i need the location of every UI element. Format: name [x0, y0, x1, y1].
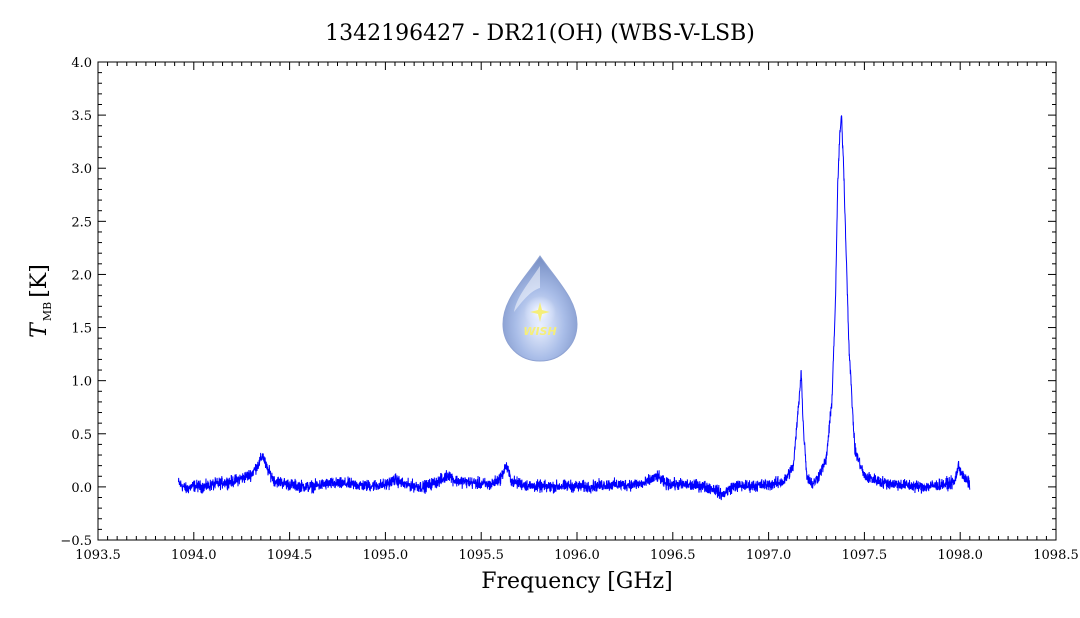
series-line: [177, 114, 971, 501]
y-tick-label: 2.0: [71, 268, 92, 283]
y-tick-label: 0.0: [71, 481, 92, 496]
y-axis-label: TMB [K]: [27, 264, 54, 338]
plot-frame: [97, 61, 1057, 541]
x-tick-label: 1097.5: [842, 548, 888, 563]
x-tick-label: 1094.0: [171, 548, 217, 563]
x-tick-label: 1096.5: [650, 548, 696, 563]
y-tick-label: 3.0: [71, 162, 92, 177]
x-tick-label: 1098.5: [1033, 548, 1079, 563]
y-tick-label: 1.0: [71, 375, 92, 390]
axis-ticks: [97, 61, 1057, 541]
y-tick-label: 1.5: [71, 322, 92, 337]
x-tick-label: 1093.5: [75, 548, 121, 563]
y-axis-label-main: T: [27, 321, 52, 338]
x-tick-label: 1096.0: [554, 548, 600, 563]
svg-text:WISH: WISH: [523, 325, 556, 338]
y-tick-label: −0.5: [60, 534, 92, 549]
x-tick-label: 1095.0: [363, 548, 409, 563]
y-tick-labels: −0.5 0.0 0.5 1.0 1.5 2.0 2.5 3.0 3.5 4.0: [60, 56, 92, 549]
y-tick-label: 4.0: [71, 56, 92, 71]
x-tick-label: 1098.0: [937, 548, 983, 563]
chart-title: 1342196427 - DR21(OH) (WBS-V-LSB): [325, 21, 755, 46]
svg-text:TMB[K]: TMB [K]: [27, 264, 54, 338]
x-tick-label: 1094.5: [267, 548, 313, 563]
wish-logo: WISH: [502, 255, 578, 362]
y-tick-label: 0.5: [71, 428, 92, 443]
y-tick-label: 3.5: [71, 109, 92, 124]
y-axis-label-unit: [K]: [27, 264, 52, 298]
y-axis-label-sub: MB: [41, 302, 54, 321]
x-tick-label: 1097.0: [746, 548, 792, 563]
x-tick-labels: 1093.5 1094.0 1094.5 1095.0 1095.5 1096.0 1096…: [75, 548, 1079, 563]
x-axis-label: Frequency [GHz]: [481, 569, 673, 594]
y-tick-label: 2.5: [71, 215, 92, 230]
x-tick-label: 1095.5: [458, 548, 504, 563]
